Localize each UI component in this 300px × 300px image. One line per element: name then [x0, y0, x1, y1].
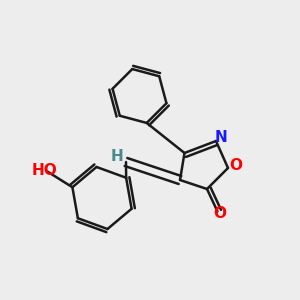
Text: N: N	[215, 130, 228, 146]
Text: O: O	[213, 206, 226, 221]
Text: HO: HO	[31, 163, 57, 178]
Text: O: O	[229, 158, 242, 173]
Text: H: H	[111, 149, 123, 164]
